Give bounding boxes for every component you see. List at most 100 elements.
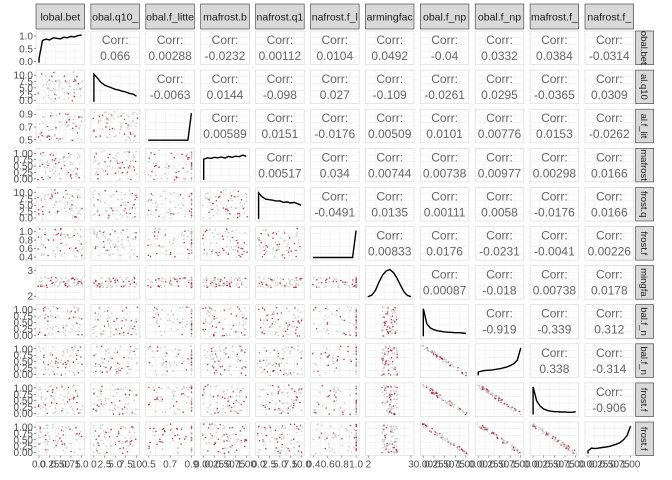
corr-value: 0.0101 (426, 127, 463, 141)
scatter-point (49, 310, 52, 312)
scatter-point (326, 328, 328, 331)
scatter-point (42, 213, 44, 215)
scatter-point (203, 252, 205, 254)
corr-value: 0.00509 (368, 127, 412, 141)
scatter-point (130, 207, 133, 210)
scatter-point (42, 427, 45, 429)
scatter-point (95, 153, 98, 155)
scatter-point (39, 442, 42, 444)
scatter-point (238, 308, 241, 310)
scatter-point (129, 283, 132, 285)
scatter-point (296, 450, 299, 453)
scatter-point (147, 209, 150, 212)
scatter-point (158, 325, 160, 328)
scatter-point (187, 358, 189, 360)
scatter-point (433, 350, 436, 353)
scatter-point (77, 310, 79, 312)
scatter-point (494, 433, 497, 435)
scatter-point (62, 196, 65, 198)
scatter-point (355, 351, 358, 354)
scatter-point (240, 345, 243, 347)
scatter-point (240, 389, 242, 392)
density-line (148, 113, 193, 141)
scatter-point (224, 249, 226, 252)
scatter-point (95, 353, 97, 355)
scatter-point (165, 281, 167, 283)
scatter-point (211, 251, 213, 253)
scatter-point (185, 163, 187, 166)
scatter-point (94, 430, 97, 432)
scatter-point (355, 404, 358, 407)
scatter-point (206, 363, 209, 366)
scatter-point (81, 248, 83, 251)
scatter-point (154, 410, 157, 413)
scatter-point (117, 116, 119, 118)
scatter-point (103, 436, 106, 438)
scatter-point (355, 408, 358, 410)
scatter-point (49, 354, 52, 356)
scatter-point (95, 234, 98, 236)
scatter-point (390, 389, 392, 392)
scatter-point (66, 396, 69, 398)
scatter-point (265, 434, 268, 437)
scatter-point (393, 452, 396, 455)
scatter-point (327, 332, 330, 335)
scatter-point (190, 398, 193, 401)
scatter-point (291, 278, 293, 281)
scatter-point (43, 166, 46, 168)
scatter-point (347, 350, 349, 353)
scatter-point (283, 286, 286, 288)
scatter-point (47, 178, 49, 180)
scatter-point (41, 280, 43, 282)
scatter-point (45, 408, 47, 410)
scatter-point (231, 386, 233, 388)
scatter-point (172, 276, 175, 279)
scatter-point (218, 410, 220, 413)
scatter-point (211, 365, 214, 367)
scatter-point (385, 396, 388, 398)
scatter-point (136, 348, 139, 350)
scatter-point (329, 389, 332, 392)
scatter-point (124, 441, 127, 443)
scatter-point (115, 245, 117, 247)
scatter-point (244, 423, 247, 426)
scatter-point (50, 395, 52, 397)
correlation-panel: Corr:-0.314 (584, 343, 634, 378)
scatter-point (117, 236, 120, 239)
scatter-point (228, 282, 231, 285)
scatter-point (242, 387, 245, 390)
scatter-point (202, 237, 204, 240)
scatter-point (262, 229, 264, 231)
scatter-point (126, 451, 129, 453)
scatter-point (157, 346, 159, 348)
column-strip-label: mafrost.f_ (531, 12, 578, 24)
scatter-point (246, 196, 248, 198)
scatter-point (283, 369, 285, 372)
scatter-point (156, 443, 158, 446)
scatter-point (215, 431, 218, 434)
scatter-point (164, 197, 167, 200)
scatter-point (224, 397, 226, 400)
scatter-point (76, 401, 78, 404)
scatter-point (215, 199, 218, 202)
scatter-point (204, 328, 207, 331)
corr-caption: Corr: (541, 111, 568, 125)
scatter-point (127, 365, 129, 368)
corr-caption: Corr: (376, 33, 403, 47)
scatter-point (75, 316, 77, 319)
scatter-point (267, 314, 270, 316)
scatter-point (74, 115, 76, 118)
scatter-point (222, 207, 225, 209)
x-tick-label: 0.50 (600, 460, 620, 471)
scatter-point (73, 95, 76, 98)
scatter-point (101, 128, 103, 130)
scatter-point (355, 361, 358, 364)
scatter-point (72, 217, 74, 219)
scatter-point (58, 85, 61, 87)
scatter-point (430, 351, 433, 353)
scatter-point (49, 385, 51, 388)
scatter-point (427, 386, 430, 388)
scatter-point (110, 356, 112, 359)
scatter-point (181, 321, 183, 323)
scatter-point (50, 137, 53, 139)
